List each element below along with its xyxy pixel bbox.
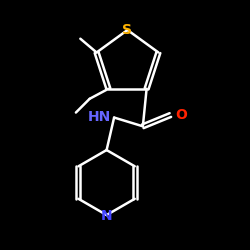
Text: HN: HN bbox=[88, 110, 111, 124]
Text: O: O bbox=[175, 108, 187, 122]
Text: S: S bbox=[122, 22, 132, 36]
Text: N: N bbox=[101, 209, 112, 223]
